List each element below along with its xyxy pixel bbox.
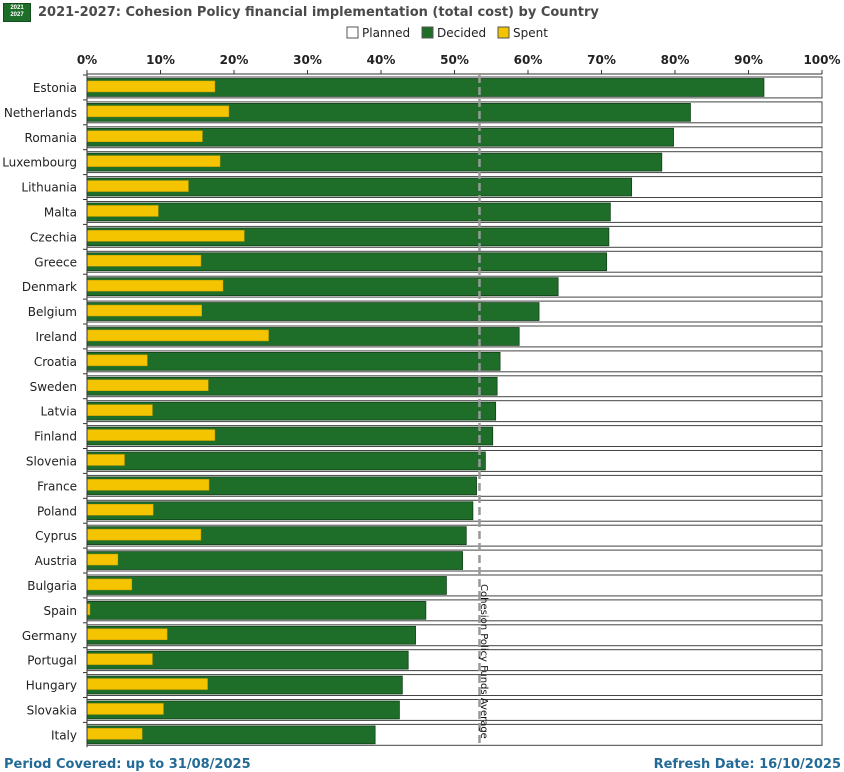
- bar-spent: [86, 379, 209, 391]
- category-label: France: [37, 479, 77, 493]
- category-label: Ireland: [35, 330, 77, 344]
- chart-header: 2021 2027 2021-2027: Cohesion Policy fin…: [3, 2, 599, 22]
- category-label: Hungary: [26, 679, 77, 693]
- category-label: Czechia: [30, 230, 77, 244]
- x-tick-label: 40%: [367, 53, 396, 67]
- bar-spent: [86, 180, 189, 192]
- category-label: Slovakia: [27, 703, 77, 717]
- bar-spent: [86, 528, 202, 541]
- category-label: Lithuania: [21, 181, 77, 195]
- programme-logo: 2021 2027: [3, 2, 31, 22]
- bar-spent: [86, 354, 148, 367]
- bar-decided: [86, 576, 447, 595]
- category-label: Austria: [35, 554, 77, 568]
- bar-spent: [86, 479, 210, 491]
- bar-spent: [86, 329, 269, 342]
- category-label: Estonia: [33, 81, 77, 95]
- bar-spent: [86, 130, 203, 142]
- bar-spent: [86, 205, 159, 217]
- bar-decided: [86, 551, 463, 570]
- bar-spent: [86, 504, 154, 516]
- x-tick-label: 80%: [661, 53, 690, 67]
- category-label: Belgium: [28, 305, 77, 319]
- category-label: Latvia: [40, 405, 77, 419]
- bar-decided: [86, 451, 486, 471]
- bar-decided: [86, 601, 427, 620]
- bar-spent: [86, 80, 216, 93]
- category-label: Finland: [34, 430, 77, 444]
- bar-spent: [86, 404, 153, 416]
- category-label: Malta: [44, 205, 77, 219]
- legend-decided-label: Decided: [437, 26, 486, 40]
- bar-spent: [86, 678, 208, 690]
- category-label: Netherlands: [4, 106, 77, 120]
- category-label: Denmark: [22, 280, 77, 294]
- bar-spent: [86, 304, 202, 317]
- x-tick-label: 90%: [734, 53, 763, 67]
- bar-spent: [86, 230, 245, 242]
- legend-planned-label: Planned: [362, 26, 410, 40]
- x-tick-label: 100%: [803, 53, 840, 67]
- period-covered: Period Covered: up to 31/08/2025: [4, 757, 251, 772]
- bar-spent: [86, 155, 221, 167]
- bar-spent: [86, 553, 119, 566]
- category-label: Cyprus: [35, 529, 77, 543]
- legend-spent-swatch: [497, 26, 510, 39]
- bar-spent: [86, 255, 202, 267]
- x-tick-label: 10%: [146, 53, 175, 67]
- bar-spent: [86, 279, 224, 292]
- category-label: Greece: [34, 255, 77, 269]
- category-label: Croatia: [34, 355, 77, 369]
- legend-decided-swatch: [421, 26, 434, 39]
- category-label: Slovenia: [26, 454, 77, 468]
- bar-spent: [86, 454, 125, 466]
- x-tick-label: 0%: [77, 53, 97, 67]
- x-tick-label: 20%: [220, 53, 249, 67]
- x-tick-label: 70%: [587, 53, 616, 67]
- bar-spent: [86, 429, 216, 441]
- category-label: Germany: [22, 629, 77, 643]
- bar-spent: [86, 728, 143, 740]
- bar-spent: [86, 628, 168, 640]
- legend-planned-swatch: [346, 26, 359, 39]
- category-label: Poland: [37, 504, 77, 518]
- bar-spent: [86, 105, 230, 118]
- category-label: Italy: [51, 728, 77, 742]
- bar-spent: [86, 653, 153, 665]
- bar-spent: [86, 703, 164, 715]
- x-tick-label: 60%: [514, 53, 543, 67]
- logo-line-2: 2027: [10, 12, 24, 18]
- logo-line-1: 2021: [10, 5, 24, 11]
- legend-spent-label: Spent: [513, 26, 548, 40]
- bar-spent: [86, 578, 133, 591]
- bar-decided: [86, 351, 501, 371]
- category-label: Luxembourg: [2, 156, 77, 170]
- category-label: Portugal: [27, 654, 77, 668]
- category-label: Romania: [25, 131, 77, 145]
- bar-decided: [86, 202, 611, 222]
- category-label: Spain: [43, 604, 77, 618]
- average-line-label: Cohesion Policy Funds Average: [478, 584, 489, 739]
- category-label: Bulgaria: [27, 579, 77, 593]
- x-tick-label: 50%: [440, 53, 469, 67]
- refresh-date: Refresh Date: 16/10/2025: [653, 757, 841, 772]
- x-tick-label: 30%: [293, 53, 322, 67]
- category-label: Sweden: [30, 380, 77, 394]
- chart-title: 2021-2027: Cohesion Policy financial imp…: [38, 4, 599, 20]
